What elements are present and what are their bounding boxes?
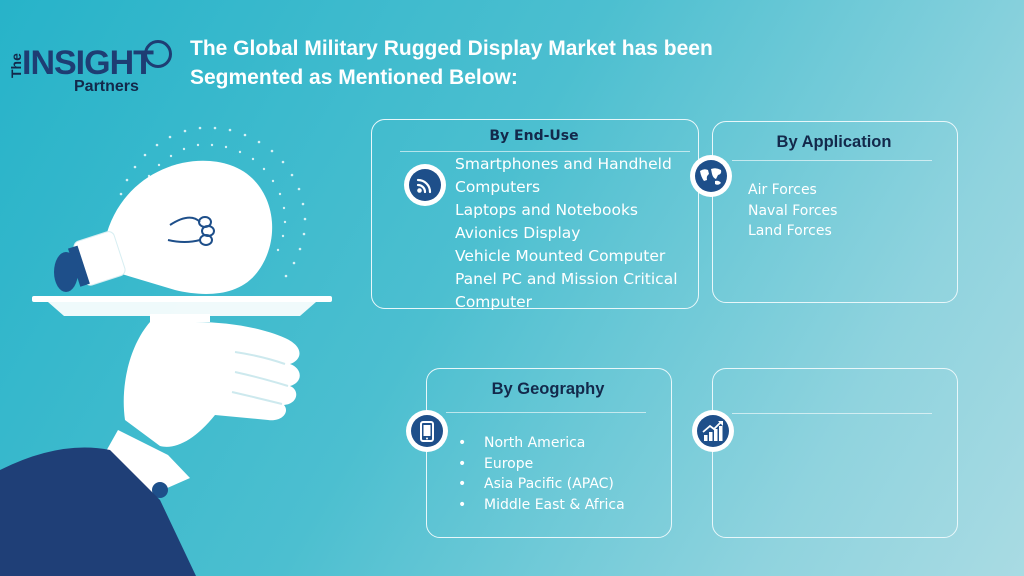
application-divider <box>732 160 932 161</box>
application-item: Air Forces <box>748 182 817 198</box>
geography-item: Middle East & Africa <box>458 495 664 516</box>
magnifier-icon <box>144 40 172 68</box>
geography-heading: By Geography <box>491 380 605 398</box>
page-title: The Global Military Rugged Display Marke… <box>190 37 713 89</box>
globe-map-icon <box>690 155 732 197</box>
logo-partners: Partners <box>74 78 139 95</box>
application-heading: By Application <box>776 133 892 151</box>
geography-card <box>426 368 672 538</box>
geography-divider <box>446 412 646 413</box>
application-card <box>712 121 958 303</box>
end-use-item: Smartphones and Handheld Computers <box>455 155 672 196</box>
geography-item: Europe <box>458 454 664 475</box>
end-use-item: Vehicle Mounted Computer <box>455 247 666 265</box>
application-item: Naval Forces <box>748 202 838 219</box>
logo-insight: INSIGHT <box>22 44 154 82</box>
insight-partners-logo: The INSIGHT Partners <box>4 38 174 100</box>
end-use-item: Laptops and Notebooks <box>455 201 639 219</box>
end-use-list: Smartphones and Handheld Computers Lapto… <box>455 153 705 314</box>
end-use-card <box>371 119 699 309</box>
blank-card <box>712 368 958 538</box>
geography-item: Asia Pacific (APAC) <box>458 474 664 495</box>
geography-list: North America Europe Asia Pacific (APAC)… <box>458 433 664 516</box>
blank-card-divider <box>732 413 932 414</box>
end-use-item: Avionics Display <box>455 224 581 242</box>
growth-chart-icon <box>692 410 734 452</box>
end-use-heading: By End-Use <box>489 128 579 144</box>
end-use-divider <box>400 151 690 152</box>
wifi-signal-icon <box>404 164 446 206</box>
end-use-item: Panel PC and Mission Critical Computer <box>455 270 678 311</box>
mobile-phone-icon <box>406 410 448 452</box>
application-list: Air Forces Naval Forces Land Forces <box>748 180 948 242</box>
lightbulb-tray-illustration <box>0 126 332 576</box>
geography-item: North America <box>458 433 664 454</box>
application-item: Land Forces <box>748 223 832 239</box>
